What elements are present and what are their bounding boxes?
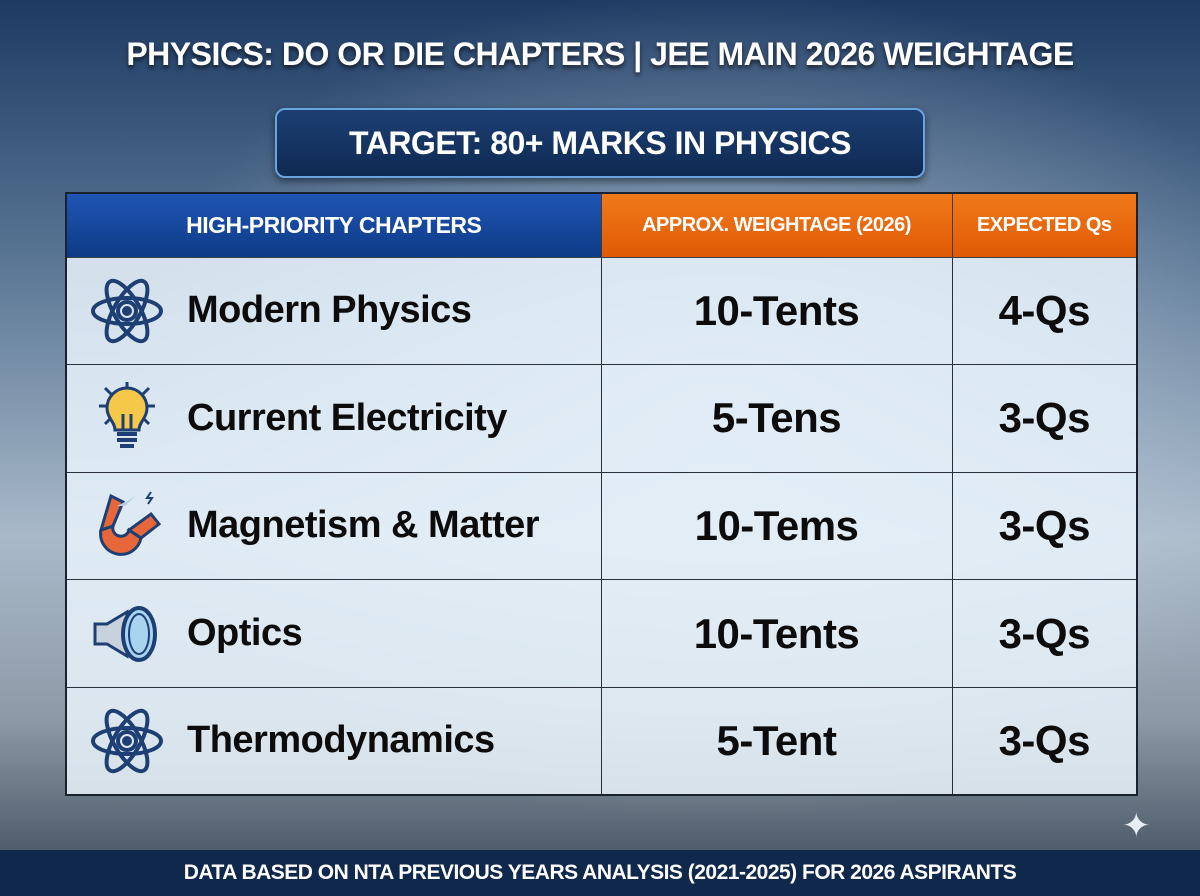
expected-cell: 3-Qs	[951, 364, 1138, 473]
weightage-cell: 10-Tents	[600, 579, 953, 688]
chapter-name: Optics	[187, 612, 303, 655]
target-banner: TARGET: 80+ MARKS IN PHYSICS	[275, 108, 925, 178]
weightage-cell: 10-Tems	[600, 471, 953, 581]
table-row: Optics 10-Tents 3-Qs	[65, 579, 1138, 688]
expected-cell: 3-Qs	[951, 579, 1138, 688]
expected-cell: 3-Qs	[951, 471, 1138, 581]
sparkle-icon: ✦	[1122, 807, 1151, 845]
table-row: Magnetism & Matter 10-Tems 3-Qs	[65, 471, 1138, 581]
table-row: Modern Physics 10-Tents 4-Qs	[65, 256, 1138, 366]
chapter-name: Magnetism & Matter	[187, 504, 540, 547]
header-chapters: HIGH-PRIORITY CHAPTERS	[65, 192, 602, 258]
table-row: Thermodynamics 5-Tent 3-Qs	[65, 686, 1138, 796]
chapter-cell: Magnetism & Matter	[65, 471, 602, 581]
lens-icon	[87, 594, 167, 674]
lightbulb-icon	[87, 378, 167, 458]
chapter-cell: Current Electricity	[65, 364, 602, 473]
page-title: PHYSICS: DO OR DIE CHAPTERS | JEE MAIN 2…	[126, 36, 1074, 72]
weightage-cell: 5-Tens	[600, 364, 953, 473]
chapter-cell: Thermodynamics	[65, 686, 602, 796]
weightage-cell: 10-Tents	[600, 256, 953, 366]
table-row: Current Electricity 5-Tens 3-Qs	[65, 364, 1138, 473]
header-weightage: APPROX. WEIGHTAGE (2026)	[600, 192, 953, 258]
magnet-icon	[87, 486, 167, 566]
atom-icon	[87, 701, 167, 781]
weightage-cell: 5-Tent	[600, 686, 953, 796]
chapter-cell: Modern Physics	[65, 256, 602, 366]
expected-cell: 3-Qs	[951, 686, 1138, 796]
chapter-name: Current Electricity	[187, 396, 507, 439]
expected-cell: 4-Qs	[951, 256, 1138, 366]
chapter-name: Thermodynamics	[187, 719, 495, 762]
header-expected: EXPECTED Qs	[951, 192, 1138, 258]
table-header: HIGH-PRIORITY CHAPTERS APPROX. WEIGHTAGE…	[65, 192, 1138, 258]
atom-icon	[87, 271, 167, 351]
chapter-name: Modern Physics	[187, 289, 472, 332]
chapters-table: HIGH-PRIORITY CHAPTERS APPROX. WEIGHTAGE…	[65, 192, 1138, 796]
footer-note: DATA BASED ON NTA PREVIOUS YEARS ANALYSI…	[0, 850, 1200, 896]
chapter-cell: Optics	[65, 579, 602, 688]
